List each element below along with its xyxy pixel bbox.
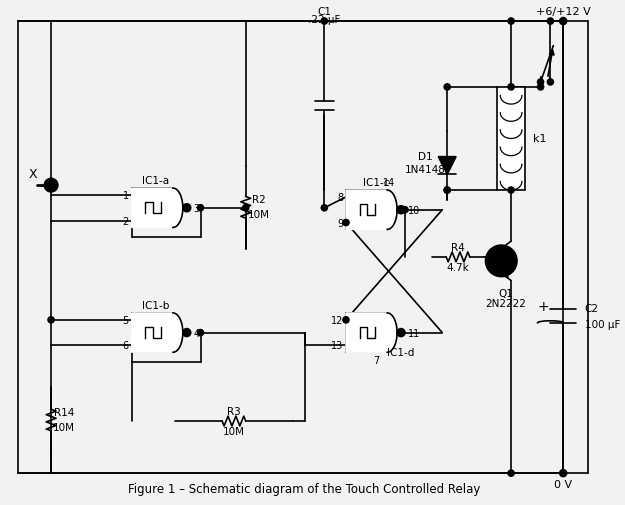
Text: 10M: 10M [223, 426, 245, 436]
Circle shape [321, 19, 328, 25]
Text: 100 μF: 100 μF [585, 319, 620, 329]
Circle shape [402, 207, 408, 214]
Text: +6/+12 V: +6/+12 V [536, 7, 591, 17]
Text: C2: C2 [585, 304, 599, 314]
Text: IC1-d: IC1-d [388, 347, 415, 358]
Polygon shape [346, 191, 397, 230]
Text: 14: 14 [383, 178, 396, 188]
Circle shape [508, 187, 514, 194]
Text: .22 μF: .22 μF [308, 15, 341, 25]
Text: 11: 11 [408, 328, 420, 338]
Circle shape [343, 317, 349, 323]
Text: 10M: 10M [53, 422, 75, 432]
Circle shape [508, 19, 514, 25]
Circle shape [548, 80, 553, 86]
Text: Figure 1 – Schematic diagram of the Touch Controlled Relay: Figure 1 – Schematic diagram of the Touc… [129, 482, 481, 495]
Circle shape [560, 19, 567, 25]
Circle shape [182, 205, 191, 212]
Text: IC1-c: IC1-c [363, 178, 389, 188]
Circle shape [198, 330, 204, 336]
Polygon shape [346, 313, 397, 352]
Text: 12: 12 [331, 315, 343, 325]
Text: R14: R14 [54, 408, 74, 417]
Text: 10M: 10M [248, 210, 269, 220]
Circle shape [397, 329, 405, 337]
Text: 2N2222: 2N2222 [486, 298, 527, 309]
Circle shape [343, 220, 349, 226]
Text: 1N4148: 1N4148 [405, 165, 446, 175]
Circle shape [44, 179, 58, 193]
Circle shape [538, 80, 544, 86]
Text: X: X [29, 168, 38, 180]
Text: R2: R2 [252, 195, 266, 205]
Text: R3: R3 [227, 407, 241, 417]
Text: 10: 10 [408, 206, 420, 215]
Text: 1: 1 [122, 190, 129, 200]
Text: 6: 6 [122, 341, 129, 350]
Text: 9: 9 [337, 218, 343, 228]
Text: D1: D1 [418, 152, 433, 162]
Text: Q1: Q1 [499, 289, 514, 298]
Circle shape [548, 19, 554, 25]
Text: 4.7k: 4.7k [447, 262, 469, 272]
Text: 0 V: 0 V [554, 479, 572, 489]
Text: 8: 8 [337, 192, 343, 203]
Text: 7: 7 [373, 356, 379, 366]
Bar [498, 88, 525, 191]
Polygon shape [132, 313, 182, 352]
Circle shape [48, 317, 54, 323]
Polygon shape [132, 189, 182, 228]
Text: 13: 13 [331, 341, 343, 350]
Circle shape [198, 205, 204, 212]
Text: R4: R4 [451, 242, 465, 252]
Circle shape [444, 84, 451, 91]
Text: 3: 3 [194, 204, 200, 213]
Text: C1: C1 [318, 7, 331, 17]
Circle shape [486, 245, 517, 277]
Circle shape [444, 187, 451, 194]
Polygon shape [438, 158, 456, 175]
Text: +: + [538, 299, 549, 314]
Text: IC1-b: IC1-b [142, 300, 169, 311]
Circle shape [538, 84, 544, 91]
Circle shape [508, 470, 514, 476]
Circle shape [444, 187, 451, 194]
Text: 5: 5 [122, 315, 129, 325]
Circle shape [242, 205, 249, 212]
Text: 4: 4 [194, 328, 200, 338]
Text: 2: 2 [122, 216, 129, 226]
Circle shape [321, 205, 328, 212]
Circle shape [182, 329, 191, 337]
Circle shape [560, 470, 567, 477]
Text: IC1-a: IC1-a [142, 176, 169, 186]
Text: k1: k1 [532, 134, 546, 144]
Circle shape [508, 84, 514, 91]
Circle shape [397, 207, 405, 214]
